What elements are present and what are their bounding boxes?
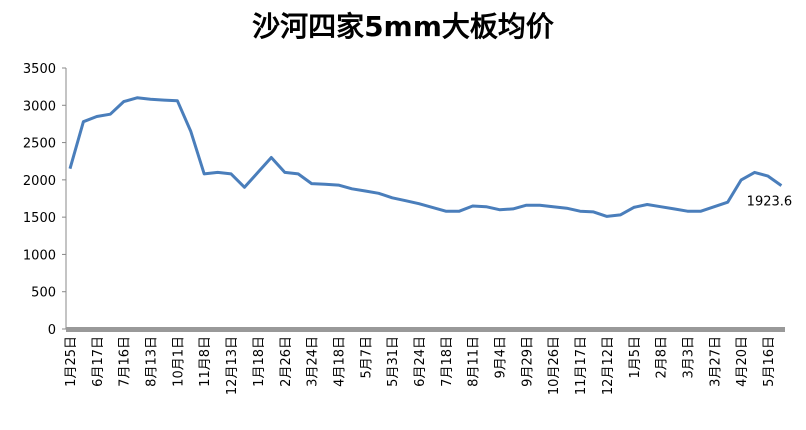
x-tick-label: 6月17日 bbox=[91, 336, 106, 387]
x-tick-label: 5月16日 bbox=[762, 336, 777, 387]
line bbox=[68, 96, 783, 218]
x-tick-label: 12月13日 bbox=[225, 336, 240, 395]
x-tick-label: 1月25日 bbox=[64, 336, 79, 387]
x-tick-label: 3月3日 bbox=[681, 336, 696, 379]
x-tick-label: 2月8日 bbox=[655, 336, 670, 379]
x-tick-label: 9月29日 bbox=[520, 336, 535, 387]
x-tick-label: 6月24日 bbox=[413, 336, 428, 387]
x-tick-label: 8月11日 bbox=[467, 336, 482, 387]
x-tick-label: 2月26日 bbox=[279, 336, 294, 387]
x-tick-label: 12月12日 bbox=[601, 336, 616, 395]
x-tick-label: 8月13日 bbox=[145, 336, 160, 387]
x-tick-label: 3月27日 bbox=[708, 336, 723, 387]
y-tick-label: 3000 bbox=[23, 99, 56, 114]
x-tick-label: 7月18日 bbox=[440, 336, 455, 387]
x-axis bbox=[66, 327, 785, 332]
y-tick-label: 500 bbox=[31, 286, 56, 301]
value-label: 1923.6 bbox=[747, 195, 793, 210]
x-tick-label: 9月4日 bbox=[494, 336, 509, 379]
chart-title: 沙河四家5mm大板均价 bbox=[252, 10, 555, 43]
x-tick-label: 5月7日 bbox=[359, 336, 374, 379]
x-tick-label: 7月16日 bbox=[118, 336, 133, 387]
y-tick-label: 1500 bbox=[23, 211, 56, 226]
x-tick-label: 4月18日 bbox=[332, 336, 347, 387]
y-tick-label: 1000 bbox=[23, 248, 56, 263]
x-tick-label: 10月1日 bbox=[171, 336, 186, 387]
x-tick-label: 10月26日 bbox=[547, 336, 562, 395]
y-tick-label: 0 bbox=[48, 323, 56, 338]
x-tick-label: 3月24日 bbox=[306, 336, 321, 387]
y-tick-label: 2000 bbox=[23, 174, 56, 189]
x-tick-label: 5月31日 bbox=[386, 336, 401, 387]
x-tick-label: 11月8日 bbox=[198, 336, 213, 387]
x-tick-label: 4月20日 bbox=[735, 336, 750, 387]
y-tick-label: 3500 bbox=[23, 62, 56, 77]
x-tick-label: 1月5日 bbox=[628, 336, 643, 379]
x-tick-label: 11月17日 bbox=[574, 336, 589, 395]
x-tick-label: 1月18日 bbox=[252, 336, 267, 387]
y-tick-label: 2500 bbox=[23, 137, 56, 152]
